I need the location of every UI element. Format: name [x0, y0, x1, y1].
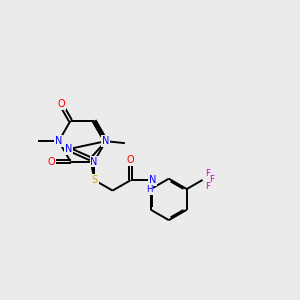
Text: F: F [206, 169, 210, 178]
Text: N: N [55, 136, 62, 146]
Text: O: O [127, 155, 134, 165]
Text: N: N [65, 144, 72, 154]
Text: S: S [92, 175, 98, 185]
Text: O: O [47, 157, 55, 166]
Text: N: N [90, 157, 98, 166]
Text: O: O [57, 99, 65, 109]
Text: F: F [206, 182, 210, 191]
Text: F: F [209, 175, 214, 184]
Text: N: N [149, 175, 156, 185]
Text: N: N [102, 136, 110, 146]
Text: H: H [146, 185, 152, 194]
